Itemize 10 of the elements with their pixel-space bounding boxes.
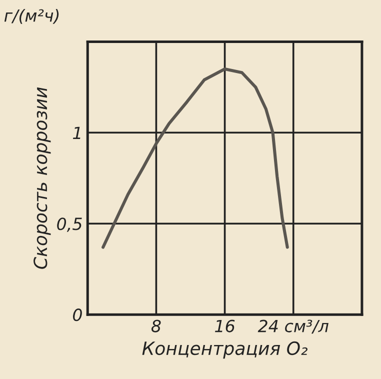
y-tick-label: 1 — [72, 126, 80, 139]
line-series — [102, 67, 289, 249]
text: г/(м²ч) — [4, 9, 59, 24]
y-tick-label: 0,5 — [57, 218, 82, 232]
y-axis-title: Скорость коррозии — [34, 87, 51, 269]
y-tick-label: 0 — [72, 308, 82, 322]
x-tick-label: 24 см³/л — [258, 320, 328, 334]
x-tick-label: 16 — [215, 320, 235, 332]
x-tick-label: 8 — [151, 320, 161, 332]
x-axis-title: Концентрация O₂ — [142, 341, 308, 359]
